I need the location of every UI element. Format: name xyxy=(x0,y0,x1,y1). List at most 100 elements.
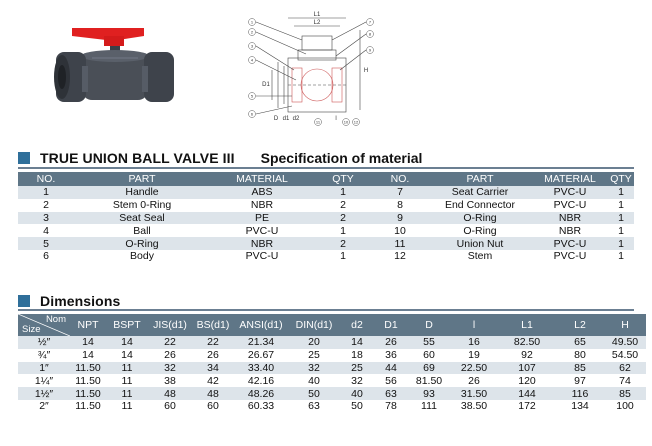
table-cell: 60.33 xyxy=(234,399,288,413)
section-divider xyxy=(18,167,634,169)
table-cell: 144 xyxy=(498,387,556,400)
table-row: 2 Stem 0-Ring NBR 2 8 End Connector PVC-… xyxy=(18,198,634,212)
table-cell: 93 xyxy=(408,387,450,400)
material-col-part-2: PART xyxy=(428,172,532,186)
callout-6: 6 xyxy=(251,112,254,117)
table-cell: 62 xyxy=(604,361,646,375)
table-cell: Stem xyxy=(428,249,532,263)
callout-12: 12 xyxy=(354,120,359,125)
table-cell: 32 xyxy=(288,361,340,375)
table-cell: 92 xyxy=(498,348,556,362)
table-cell: 4 xyxy=(18,224,74,238)
table-cell: 60 xyxy=(408,348,450,362)
table-cell: 11 xyxy=(106,399,148,413)
table-cell: 1″ xyxy=(18,361,70,375)
drawing-label-l: l xyxy=(335,116,336,122)
table-cell: 85 xyxy=(556,361,604,375)
table-cell: 12 xyxy=(372,249,428,263)
table-cell: 26 xyxy=(192,348,234,362)
table-cell: 65 xyxy=(556,336,604,349)
material-col-qty: QTY xyxy=(314,172,372,186)
table-cell: 11 xyxy=(372,237,428,250)
callout-7: 7 xyxy=(369,20,372,25)
table-cell: 48.26 xyxy=(234,387,288,400)
material-col-material-2: MATERIAL xyxy=(532,172,608,186)
table-cell: 1 xyxy=(314,186,372,199)
table-cell: 14 xyxy=(340,336,374,349)
dim-col-jis: JIS(d1) xyxy=(148,314,192,336)
table-cell: Handle xyxy=(74,186,210,199)
material-col-qty-2: QTY xyxy=(608,172,634,186)
table-cell: O-Ring xyxy=(74,237,210,250)
table-cell: ½″ xyxy=(18,336,70,349)
table-cell: 26 xyxy=(450,374,498,388)
callout-9: 9 xyxy=(369,48,372,53)
table-cell: 14 xyxy=(106,348,148,362)
table-cell: 48 xyxy=(148,387,192,400)
dim-col-h: H xyxy=(604,314,646,336)
table-cell: 1 xyxy=(314,249,372,263)
table-row: 2″ 11.50 11 60 60 60.33 63 50 78 111 38.… xyxy=(18,399,646,413)
table-cell: 1½″ xyxy=(18,387,70,400)
dim-col-l2: L2 xyxy=(556,314,604,336)
dimensions-section-header: Dimensions xyxy=(18,293,120,309)
dim-col-l: l xyxy=(450,314,498,336)
dim-col-d1-outer: D1 xyxy=(374,314,408,336)
table-row: ¾″ 14 14 26 26 26.67 25 18 36 60 19 92 8… xyxy=(18,348,646,362)
dimensions-corner-cell: Nom Size xyxy=(18,314,70,336)
table-cell: 116 xyxy=(556,387,604,400)
section-marker-icon xyxy=(18,295,30,307)
spec-section-header: TRUE UNION BALL VALVE III Specification … xyxy=(18,150,422,166)
table-cell: 10 xyxy=(372,224,428,238)
table-cell: 11.50 xyxy=(70,374,106,388)
table-cell: 38 xyxy=(148,374,192,388)
table-cell: 1 xyxy=(608,249,634,263)
table-cell: NBR xyxy=(532,211,608,225)
table-cell: 32 xyxy=(340,374,374,388)
table-row: 1½″ 11.50 11 48 48 48.26 50 40 63 93 31.… xyxy=(18,387,646,400)
table-cell: 1 xyxy=(608,186,634,199)
table-row: 3 Seat Seal PE 2 9 O-Ring NBR 1 xyxy=(18,211,634,225)
table-cell: 48 xyxy=(192,387,234,400)
dim-col-ansi: ANSI(d1) xyxy=(234,314,288,336)
table-cell: 134 xyxy=(556,399,604,413)
table-cell: 11.50 xyxy=(70,387,106,400)
table-cell: 18 xyxy=(340,348,374,362)
table-row: 1″ 11.50 11 32 34 33.40 32 25 44 69 22.5… xyxy=(18,361,646,375)
table-cell: 22.50 xyxy=(450,361,498,375)
table-cell: 82.50 xyxy=(498,336,556,349)
table-cell: 31.50 xyxy=(450,387,498,400)
corner-label-nom: Nom xyxy=(45,314,66,325)
table-cell: 36 xyxy=(374,348,408,362)
table-cell: 49.50 xyxy=(604,336,646,349)
callout-2: 2 xyxy=(251,30,254,35)
table-cell: 1 xyxy=(608,224,634,238)
table-row: 5 O-Ring NBR 2 11 Union Nut PVC-U 1 xyxy=(18,237,634,250)
spec-title: Specification of material xyxy=(260,150,423,166)
table-cell: 2 xyxy=(314,211,372,225)
material-col-material: MATERIAL xyxy=(210,172,314,186)
table-cell: 2″ xyxy=(18,399,70,413)
table-cell: 3 xyxy=(18,211,74,225)
drawing-label-d1-small: d1 xyxy=(283,116,290,122)
callout-4: 4 xyxy=(251,58,254,63)
table-cell: 14 xyxy=(106,336,148,349)
table-cell: 1 xyxy=(18,186,74,199)
dimensions-table: Nom Size NPT BSPT JIS(d1) BS(d1) ANSI(d1… xyxy=(18,314,646,413)
material-col-no-2: NO. xyxy=(372,172,428,186)
dim-col-l1: L1 xyxy=(498,314,556,336)
table-cell: 44 xyxy=(374,361,408,375)
table-cell: 54.50 xyxy=(604,348,646,362)
table-cell: PVC-U xyxy=(532,198,608,212)
table-cell: 22 xyxy=(192,336,234,349)
material-header-row: NO. PART MATERIAL QTY NO. PART MATERIAL … xyxy=(18,172,634,186)
material-col-no: NO. xyxy=(18,172,74,186)
callout-3: 3 xyxy=(251,44,254,49)
table-cell: PVC-U xyxy=(210,249,314,263)
table-cell: 63 xyxy=(374,387,408,400)
table-cell: 2 xyxy=(314,198,372,212)
table-cell: 111 xyxy=(408,399,450,413)
table-cell: NBR xyxy=(532,224,608,238)
table-cell: 5 xyxy=(18,237,74,250)
table-cell: 1 xyxy=(608,198,634,212)
